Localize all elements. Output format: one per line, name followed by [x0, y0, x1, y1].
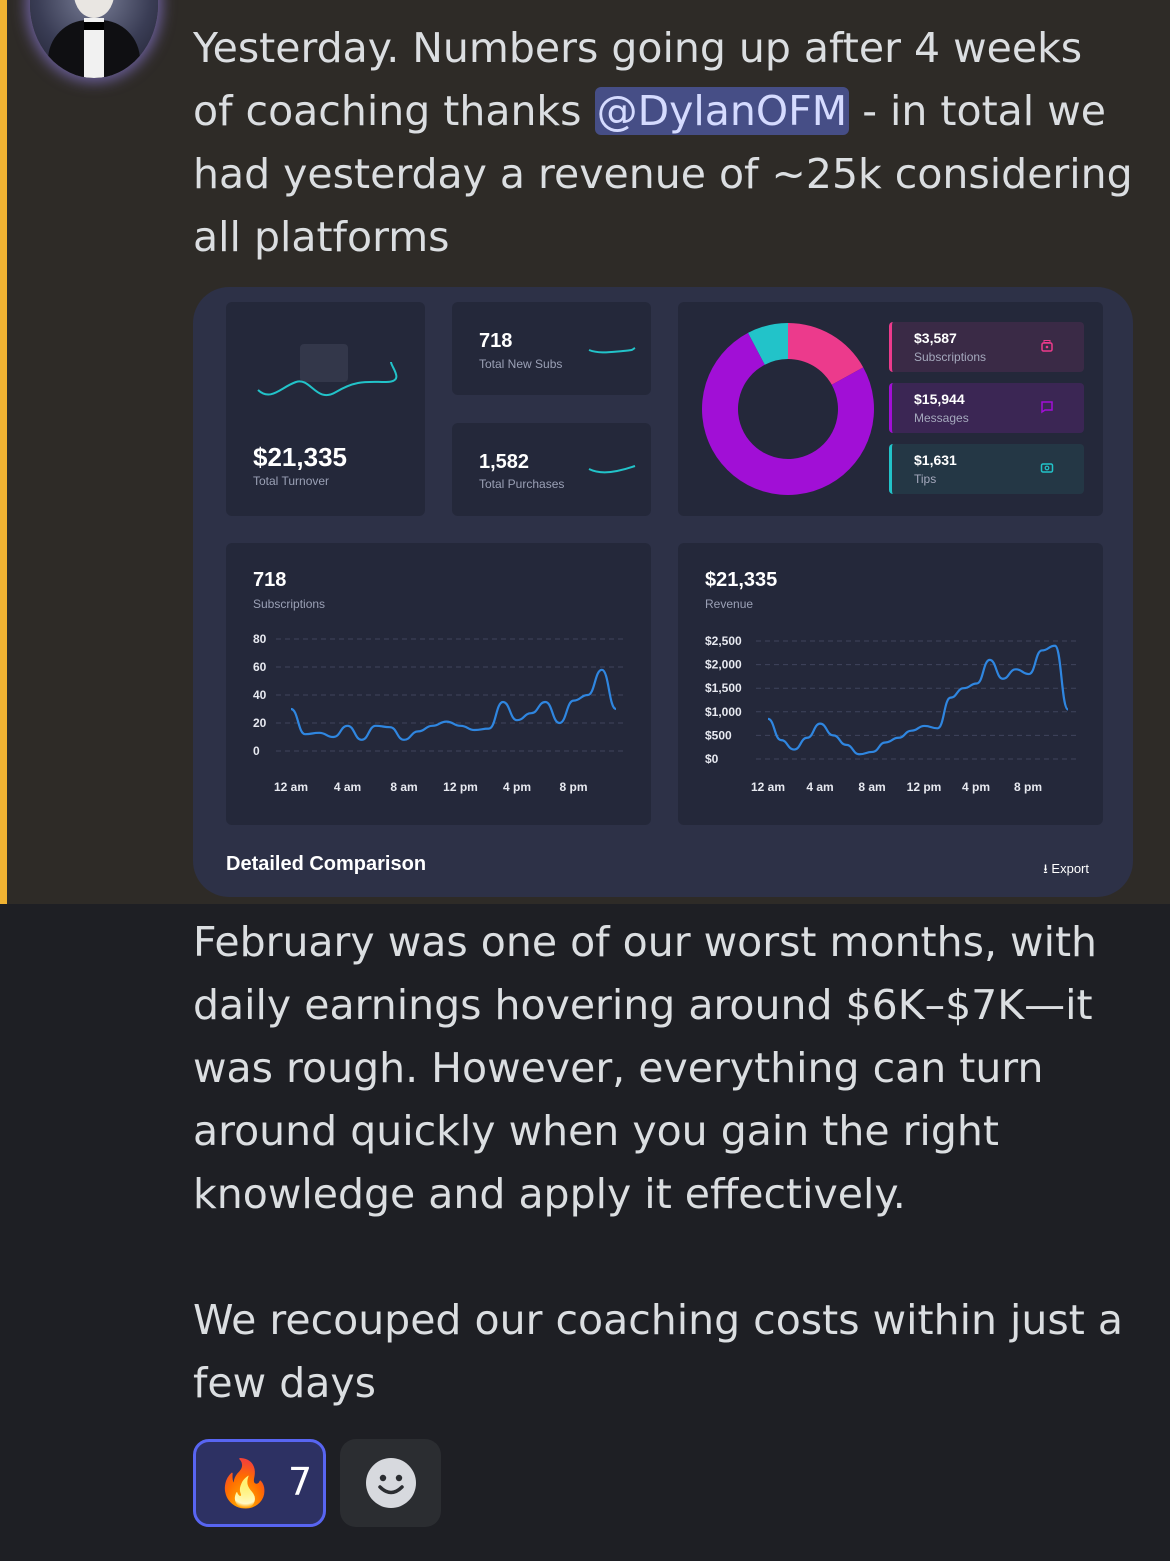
- message-text: Yesterday. Numbers going up after 4 week…: [193, 17, 1133, 269]
- x-tick-label: 8 pm: [559, 780, 587, 794]
- y-tick-label: $500: [705, 728, 732, 742]
- legend-tips-label: Tips: [914, 472, 937, 486]
- legend-subscriptions[interactable]: $3,587 Subscriptions: [889, 322, 1084, 372]
- turnover-value: $21,335: [253, 442, 347, 472]
- y-tick-label: 60: [253, 660, 267, 674]
- avatar[interactable]: [30, 0, 158, 78]
- y-tick-label: $0: [705, 752, 719, 766]
- messages-icon: [1041, 401, 1053, 414]
- legend-subscriptions-label: Subscriptions: [914, 350, 987, 364]
- new-subs-tile: 718 Total New Subs: [452, 302, 651, 395]
- subs-chart-value: 718: [253, 569, 287, 591]
- revenue-donut-chart: [702, 323, 874, 495]
- donut-slice-tips: [747, 323, 788, 365]
- legend-messages-value: $15,944: [914, 391, 965, 407]
- fire-emoji: 🔥: [216, 1456, 274, 1510]
- purchases-value: 1,582: [479, 451, 530, 473]
- new-subs-label: Total New Subs: [479, 357, 563, 371]
- detailed-comparison-title: Detailed Comparison: [226, 853, 427, 875]
- tips-icon: [1040, 463, 1054, 473]
- dashboard-image[interactable]: $21,335 Total Turnover 718 Total New Sub…: [193, 287, 1133, 897]
- y-tick-label: 20: [253, 716, 267, 730]
- turnover-tile: $21,335 Total Turnover: [226, 302, 425, 516]
- y-tick-label: 0: [253, 744, 260, 758]
- x-tick-label: 12 am: [751, 780, 785, 794]
- series-line: [290, 668, 617, 741]
- legend-messages-label: Messages: [914, 411, 969, 425]
- mention-highlight-bar: [0, 0, 7, 904]
- legend-tips-value: $1,631: [914, 452, 957, 468]
- new-subs-sparkline: [588, 347, 636, 354]
- series-line: [767, 644, 1070, 756]
- x-tick-label: 8 am: [390, 780, 417, 794]
- subscriptions-icon: [1041, 340, 1053, 352]
- x-tick-label: 4 pm: [503, 780, 531, 794]
- user-mention[interactable]: @DylanOFM: [594, 87, 850, 135]
- x-tick-label: 8 am: [858, 780, 885, 794]
- x-tick-label: 8 pm: [1014, 780, 1042, 794]
- message-text-part: - in total we had yesterday a revenue of…: [193, 87, 1133, 261]
- x-tick-label: 12 pm: [443, 780, 478, 794]
- export-button[interactable]: ⭳ Export: [1043, 861, 1089, 876]
- subscriptions-chart-tile: 718 Subscriptions 80 60 40 20 0 12 am 4 am 8 am…: [226, 543, 651, 825]
- fire-reaction-count: 7: [288, 1460, 313, 1504]
- new-subs-value: 718: [479, 330, 513, 352]
- y-tick-label: $1,500: [705, 681, 742, 695]
- revenue-chart-label: Revenue: [705, 597, 754, 611]
- y-tick-label: $2,500: [705, 634, 742, 648]
- message-text-part: Yesterday. Numbers going up after 4 week…: [193, 24, 1083, 135]
- turnover-label: Total Turnover: [253, 474, 330, 488]
- message-paragraph-2: We recouped our coaching costs within ju…: [193, 1296, 1123, 1407]
- donut-slice-messages: [702, 332, 874, 495]
- purchases-label: Total Purchases: [479, 477, 565, 491]
- subscriptions-line-chart: 80 60 40 20 0 12 am 4 am 8 am 12 pm 4 pm 8 pm: [253, 632, 624, 794]
- purchases-sparkline: [588, 465, 636, 474]
- subs-chart-label: Subscriptions: [253, 597, 326, 611]
- x-tick-label: 12 pm: [907, 780, 942, 794]
- y-tick-label: $2,000: [705, 658, 742, 672]
- legend-tips[interactable]: $1,631 Tips: [889, 444, 1084, 494]
- add-reaction-button[interactable]: [340, 1439, 441, 1527]
- x-tick-label: 4 pm: [962, 780, 990, 794]
- y-tick-label: 40: [253, 688, 267, 702]
- x-tick-label: 4 am: [334, 780, 361, 794]
- x-tick-label: 4 am: [806, 780, 833, 794]
- message-paragraph-1: February was one of our worst months, wi…: [193, 918, 1098, 1218]
- legend-subscriptions-value: $3,587: [914, 330, 957, 346]
- y-tick-label: $1,000: [705, 705, 742, 719]
- donut-slice-subscriptions: [788, 323, 864, 385]
- add-reaction-icon: [366, 1458, 416, 1508]
- y-tick-label: 80: [253, 632, 267, 646]
- revenue-chart-value: $21,335: [705, 569, 778, 591]
- x-tick-label: 12 am: [274, 780, 308, 794]
- revenue-line-chart: $2,500 $2,000 $1,500 $1,000 $500 $0 12 am 4 am 8…: [705, 634, 1076, 794]
- purchases-tile: 1,582 Total Purchases: [452, 423, 651, 516]
- revenue-chart-tile: $21,335 Revenue $2,500 $2,000 $1,500 $1,000…: [678, 543, 1103, 825]
- fire-reaction-button[interactable]: 🔥 7: [193, 1439, 326, 1527]
- legend-messages[interactable]: $15,944 Messages: [889, 383, 1084, 433]
- turnover-sparkline: [257, 344, 398, 396]
